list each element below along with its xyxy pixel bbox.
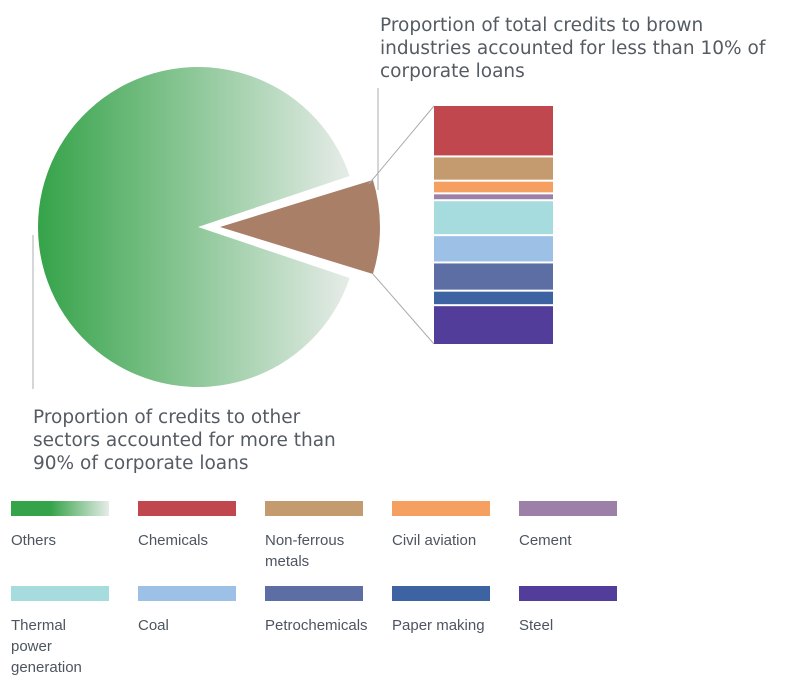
legend-item-chemicals: Chemicals — [138, 501, 266, 551]
brown-industries-annotation: Proportion of total credits to brown ind… — [380, 15, 766, 82]
pie-of-bar-chart — [32, 67, 553, 389]
legend-item-petrochemicals: Petrochemicals — [265, 586, 393, 636]
bar-segment-paper-making — [434, 291, 553, 305]
bar-segment-petrochemicals — [434, 263, 553, 290]
pie-slice-others — [38, 67, 350, 388]
legend-swatch — [519, 501, 617, 516]
legend-swatch — [138, 586, 236, 601]
legend-swatch — [11, 586, 109, 601]
legend-label: Non-ferrous metals — [265, 532, 345, 570]
legend-label: Cement — [519, 532, 572, 549]
legend-swatch — [138, 501, 236, 516]
bar-segment-cement — [434, 194, 553, 200]
legend-item-civil-aviation: Civil aviation — [392, 501, 520, 551]
legend-swatch — [392, 586, 490, 601]
bar-segment-steel — [434, 306, 553, 344]
legend-item-cement: Cement — [519, 501, 647, 551]
legend-item-steel: Steel — [519, 586, 647, 636]
legend-swatch — [11, 501, 109, 516]
legend-label: Others — [11, 532, 57, 549]
other-sectors-annotation: Proportion of credits to other sectors a… — [33, 407, 336, 474]
legend-item-coal: Coal — [138, 586, 266, 636]
legend-item-others: Others — [11, 501, 139, 551]
bar-segment-civil-aviation — [434, 181, 553, 193]
connector-line-top — [368, 105, 435, 185]
legend-label: Coal — [138, 617, 169, 634]
legend-swatch — [519, 586, 617, 601]
legend-swatch — [265, 586, 363, 601]
bar-segment-chemicals — [434, 106, 553, 156]
pie-slice-brown-industries — [220, 179, 380, 275]
legend-item-thermal-power-generation: Thermal power generation — [11, 586, 139, 678]
bar-segment-coal — [434, 236, 553, 262]
bar-segment-thermal-power-generation — [434, 201, 553, 235]
legend-label: Civil aviation — [392, 532, 477, 549]
legend-label: Steel — [519, 617, 554, 634]
legend-label: Petrochemicals — [265, 617, 368, 634]
legend-swatch — [265, 501, 363, 516]
legend-label: Thermal power generation — [11, 617, 82, 676]
connector-line-bottom — [372, 273, 435, 345]
bar-segment-non-ferrous-metals — [434, 157, 553, 180]
legend-label: Paper making — [392, 617, 485, 634]
legend-swatch — [392, 501, 490, 516]
legend-label: Chemicals — [138, 532, 209, 549]
legend-item-paper-making: Paper making — [392, 586, 520, 636]
legend-item-non-ferrous-metals: Non-ferrous metals — [265, 501, 393, 572]
